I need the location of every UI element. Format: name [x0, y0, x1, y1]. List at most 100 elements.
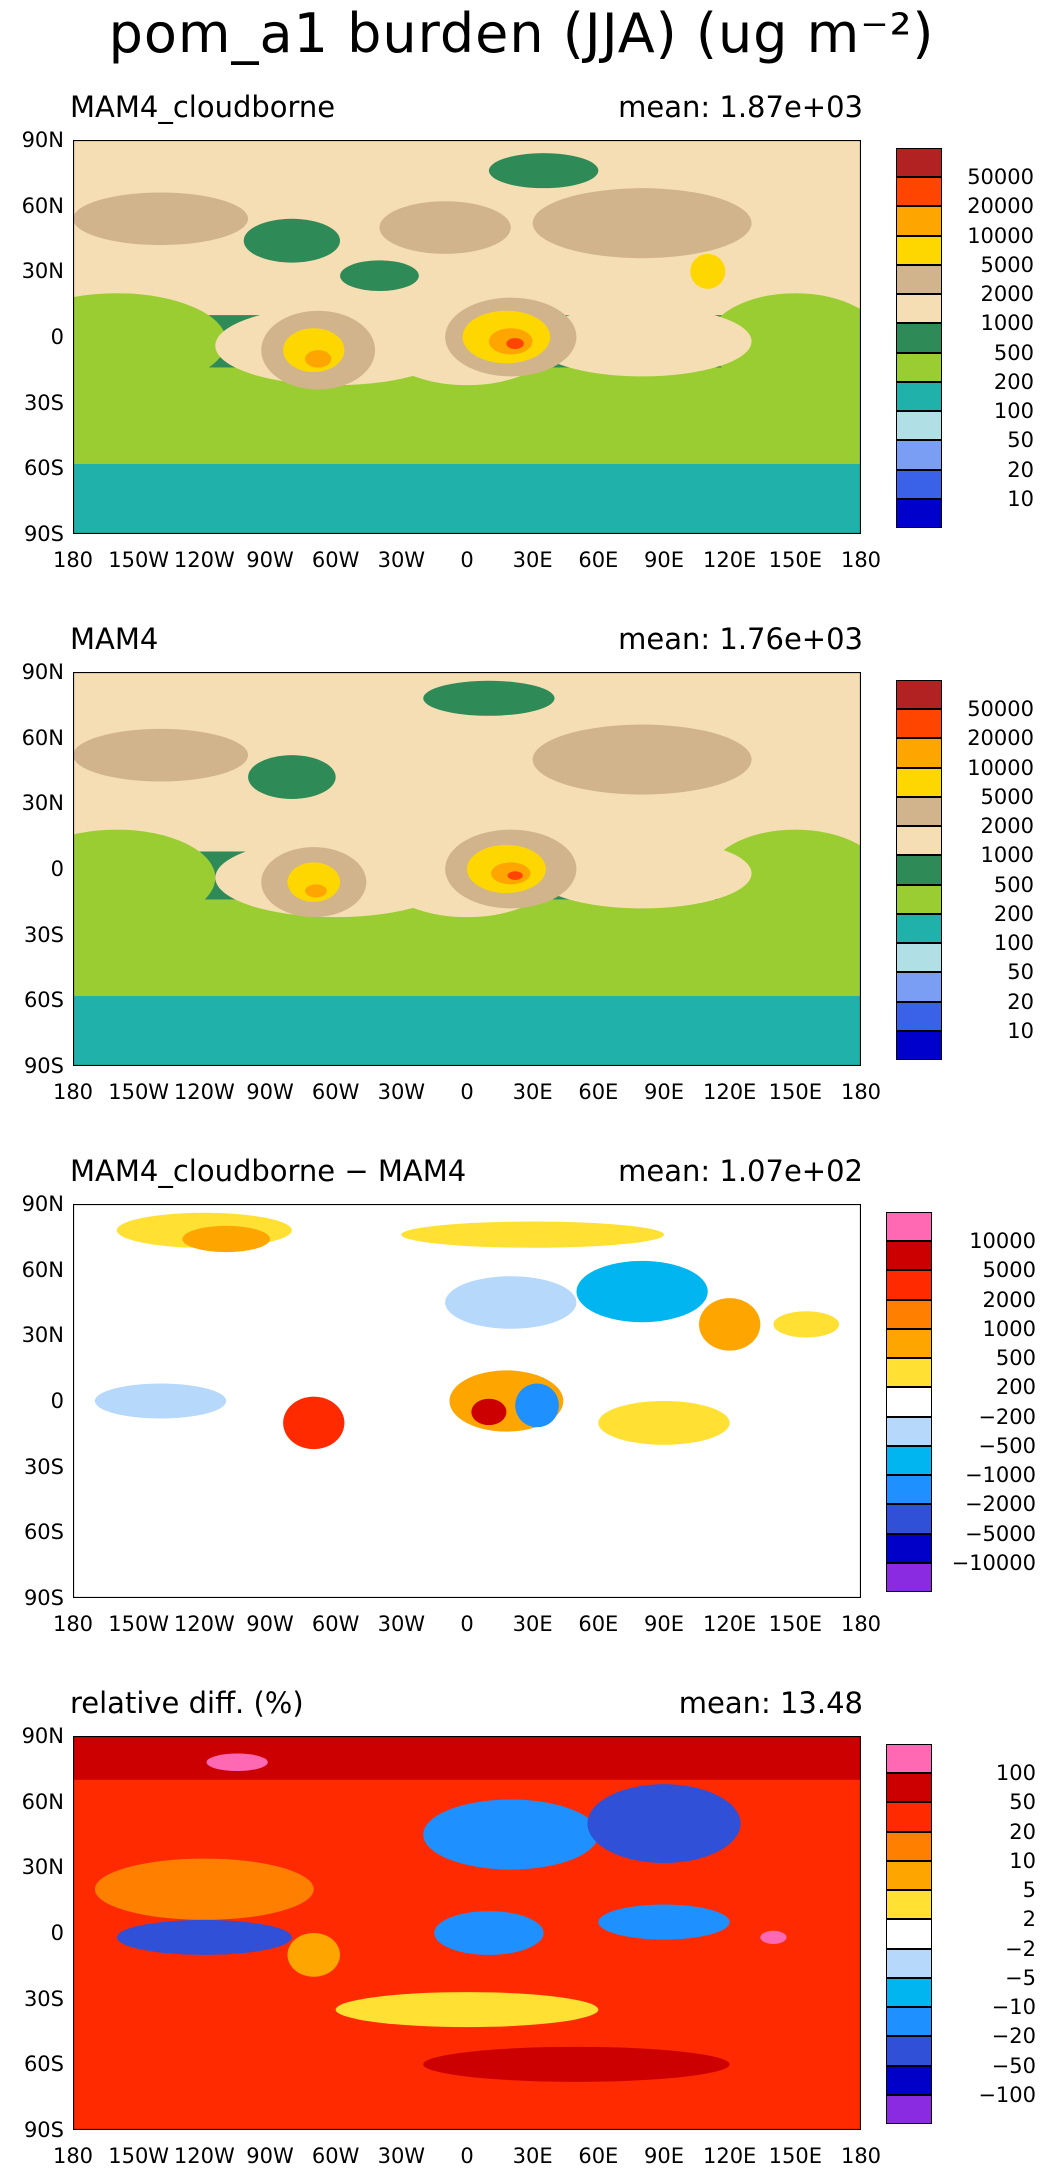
colorbar-label: 10 [1007, 486, 1034, 511]
lat-tick-label: 60S [23, 456, 64, 481]
lon-tick-label: 90E [644, 548, 684, 572]
colorbar-label: 500 [993, 872, 1034, 897]
lat-tick-label: 90N [21, 1192, 64, 1216]
colorbar-label: 1000 [980, 311, 1034, 336]
colorbar-swatch [886, 1977, 932, 2008]
lon-tick-label: 120E [702, 1080, 757, 1104]
colorbar-label: 20000 [967, 194, 1034, 219]
colorbar-label: −500 [978, 1433, 1036, 1458]
colorbar-swatch [886, 1890, 932, 1920]
colorbar-swatch [886, 1270, 932, 1300]
lon-tick-label: 150W [108, 2144, 170, 2168]
lat-tick-label: 0 [50, 325, 64, 349]
lon-tick-label: 120W [173, 548, 235, 572]
lat-tick-label: 0 [50, 1921, 64, 1945]
map-panel-mam4: MAM4 mean: 1.76e+03 90N 60N 30N 0 30S 60S 90S 1… [0, 622, 1043, 1122]
colorbar-label: −5000 [964, 1521, 1036, 1546]
lon-tick-label: 120W [173, 1612, 235, 1636]
lon-tick-label: 90E [644, 2144, 684, 2168]
lon-tick-label: 180 [52, 1612, 94, 1636]
colorbar-label: 200 [993, 369, 1034, 394]
colorbar-label: −1000 [964, 1463, 1036, 1488]
colorbar-label: 10000 [969, 1229, 1036, 1254]
colorbar-swatch [886, 1504, 932, 1534]
colorbar-label: 100 [995, 1761, 1036, 1786]
colorbar-label: 1000 [980, 843, 1034, 868]
colorbar-swatch [896, 913, 942, 944]
colorbar-label: 50000 [967, 165, 1034, 190]
colorbar-swatch [896, 738, 942, 768]
colorbar-label: 50 [1009, 1790, 1036, 1815]
lon-tick-label: 60W [311, 1080, 360, 1104]
lon-tick-label: 60E [578, 1612, 619, 1636]
lat-tick-label: 30N [21, 791, 64, 816]
colorbar-label: 5000 [980, 252, 1034, 277]
colorbar-swatch [886, 1802, 932, 1832]
colorbar-label: 10 [1009, 1848, 1036, 1873]
colorbar-swatch [896, 1001, 942, 1031]
colorbar-label: 500 [995, 1346, 1036, 1371]
lon-tick-label: 60E [578, 2144, 619, 2168]
lon-tick-label: 180 [840, 1612, 882, 1636]
colorbar-swatch [886, 1919, 932, 1949]
lon-tick-label: 30W [377, 2144, 426, 2168]
global-map [73, 140, 861, 534]
colorbar-swatch [896, 206, 942, 236]
colorbar-swatch [886, 2065, 932, 2095]
colorbar-label: 2000 [982, 1287, 1036, 1312]
lon-tick-label: 150W [108, 1612, 170, 1636]
lon-tick-label: 120W [173, 1080, 235, 1104]
panel-mean: mean: 13.48 [678, 1686, 863, 1720]
lat-tick-label: 90N [21, 1724, 64, 1748]
lon-tick-label: 30W [377, 1612, 426, 1636]
lon-tick-label: 180 [52, 548, 94, 572]
colorbar-label: 2000 [980, 282, 1034, 307]
lon-tick-label: 30E [512, 1080, 553, 1104]
colorbar-label: −5 [1005, 1965, 1036, 1990]
colorbar-swatch [896, 680, 942, 710]
lon-tick-label: 0 [460, 1612, 474, 1636]
colorbar [886, 1744, 932, 2124]
colorbar-label: 100 [993, 931, 1034, 956]
lon-tick-label: 180 [52, 1080, 94, 1104]
lat-tick-label: 60N [21, 1789, 64, 1814]
lon-tick-label: 120E [702, 2144, 757, 2168]
colorbar-label: −200 [978, 1404, 1036, 1429]
lon-tick-label: 150W [108, 548, 170, 572]
lon-tick-label: 30E [512, 1612, 553, 1636]
colorbar-label: 5 [1022, 1878, 1036, 1903]
lon-tick-label: 150E [768, 1080, 823, 1104]
lon-tick-label: 150E [768, 1612, 823, 1636]
colorbar-swatch [886, 1533, 932, 1563]
colorbar-swatch [896, 498, 942, 528]
colorbar-swatch [896, 943, 942, 973]
colorbar-swatch [896, 148, 942, 178]
lat-tick-label: 60S [23, 1520, 64, 1545]
lon-tick-label: 180 [840, 2144, 882, 2168]
lat-tick-label: 60N [21, 1257, 64, 1282]
panel-title: MAM4_cloudborne [70, 90, 336, 124]
colorbar-swatch [896, 972, 942, 1002]
colorbar-swatch [896, 440, 942, 470]
lon-tick-label: 120W [173, 2144, 235, 2168]
colorbar-label: −2000 [964, 1492, 1036, 1517]
lon-tick-label: 60W [311, 548, 360, 572]
global-map [73, 672, 861, 1066]
lat-tick-label: 0 [50, 1389, 64, 1413]
lon-tick-label: 60E [578, 548, 619, 572]
colorbar-swatch [886, 1831, 932, 1861]
lon-tick-label: 90W [246, 548, 294, 572]
colorbar-swatch [886, 1328, 932, 1359]
colorbar-swatch [886, 1416, 932, 1446]
colorbar-swatch [896, 294, 942, 324]
lat-tick-label: 90S [23, 522, 64, 546]
lon-tick-label: 60W [311, 1612, 360, 1636]
colorbar-swatch [886, 1241, 932, 1271]
lon-tick-label: 30E [512, 2144, 553, 2168]
lon-tick-label: 180 [52, 2144, 94, 2168]
colorbar-swatch [896, 826, 942, 856]
colorbar-label: −50 [991, 2053, 1036, 2078]
colorbar-label: 5000 [982, 1258, 1036, 1283]
lon-tick-label: 0 [460, 1080, 474, 1104]
colorbar-swatch [886, 1744, 932, 1774]
